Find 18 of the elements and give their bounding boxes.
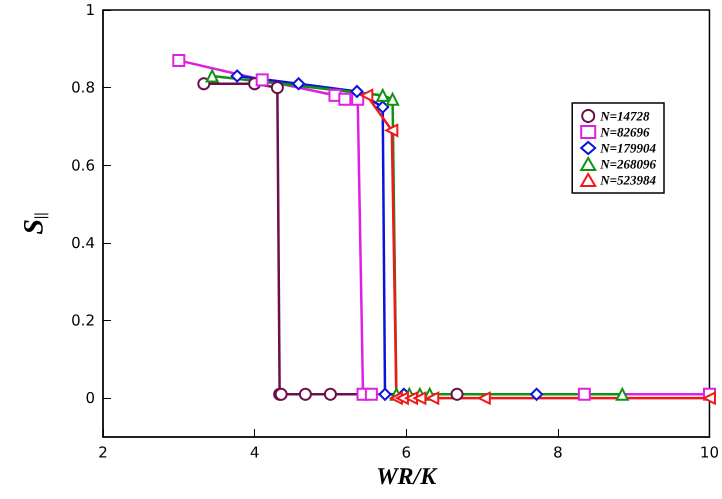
y-tick-label: 1 bbox=[85, 1, 95, 19]
legend-label: N=523984 bbox=[599, 172, 656, 188]
legend-label: N=82696 bbox=[599, 124, 650, 140]
legend-label: N=14728 bbox=[599, 108, 650, 124]
x-tick-label: 6 bbox=[401, 444, 411, 462]
y-tick-label: 0.6 bbox=[71, 156, 95, 174]
y-tick-label: 0 bbox=[85, 389, 95, 408]
x-tick-label: 2 bbox=[98, 444, 108, 462]
legend-label: N=179904 bbox=[599, 140, 656, 156]
x-axis-title: WR/K bbox=[376, 464, 438, 490]
y-tick-label: 0.8 bbox=[71, 78, 95, 97]
x-tick-label: 8 bbox=[553, 444, 563, 462]
legend-label: N=268096 bbox=[599, 156, 656, 172]
x-tick-label: 10 bbox=[700, 444, 720, 462]
x-tick-label: 4 bbox=[250, 444, 260, 462]
y-tick-label: 0.2 bbox=[71, 312, 95, 330]
y-tick-label: 0.4 bbox=[71, 234, 95, 252]
y-axis-title: S|| bbox=[18, 212, 50, 235]
